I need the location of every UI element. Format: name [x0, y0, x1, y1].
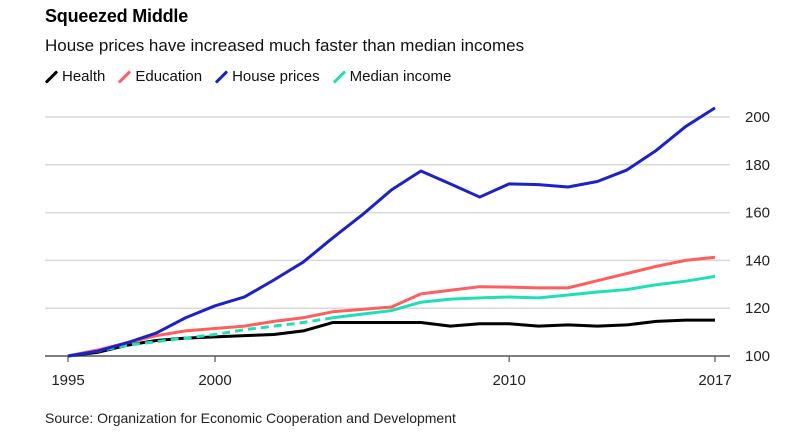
series-line-education	[67, 255, 716, 358]
y-tick-label: 160	[745, 205, 770, 222]
legend: Health Education House prices Median inc…	[45, 68, 464, 85]
legend-label: House prices	[232, 68, 320, 85]
series-line-median-income	[332, 274, 716, 320]
x-tick-label: 2000	[198, 372, 231, 389]
series-line-health	[67, 318, 715, 358]
axes: 100 120 140 160 180 200 1995 2000 2010 2017	[45, 109, 770, 389]
series-lines	[67, 106, 716, 358]
legend-label: Median income	[349, 68, 452, 85]
y-tick-label: 120	[745, 300, 770, 317]
x-tick-label: 2017	[698, 372, 731, 389]
y-tick-label: 100	[745, 348, 770, 365]
x-tick-label: 2010	[492, 372, 525, 389]
gridlines	[45, 116, 730, 309]
legend-item-health: Health	[45, 68, 105, 85]
legend-label: Education	[135, 68, 203, 85]
y-tick-label: 200	[745, 109, 770, 126]
legend-item-education: Education	[118, 68, 202, 85]
series-line-median-income-dashed	[67, 316, 333, 358]
chart-title: Squeezed Middle	[45, 6, 189, 26]
legend-item-house-prices: House prices	[215, 68, 320, 85]
legend-item-median-income: Median income	[333, 68, 452, 85]
source-note: Source: Organization for Economic Cooper…	[45, 410, 456, 426]
series-line-house-prices	[67, 106, 716, 358]
legend-label: Health	[62, 68, 106, 85]
y-tick-label: 140	[745, 252, 770, 269]
y-tick-label: 180	[745, 157, 770, 174]
x-tick-label: 1995	[51, 372, 84, 389]
chart-subtitle: House prices have increased much faster …	[45, 36, 525, 55]
